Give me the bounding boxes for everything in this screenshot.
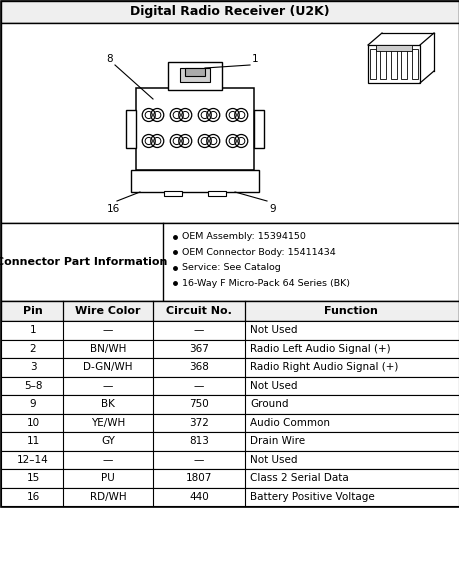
Bar [1, 23, 458, 223]
Text: Not Used: Not Used [249, 380, 297, 391]
Bar [1, 223, 458, 301]
Bar [253, 110, 263, 148]
Bar [1, 451, 458, 469]
Text: Circuit No.: Circuit No. [166, 306, 231, 316]
Text: Digital Radio Receiver (U2K): Digital Radio Receiver (U2K) [130, 6, 329, 19]
Bar [1, 377, 458, 395]
Bar [1, 321, 458, 339]
Bar [380, 49, 386, 79]
Text: OEM Assembly: 15394150: OEM Assembly: 15394150 [182, 232, 305, 241]
Text: Not Used: Not Used [249, 325, 297, 336]
Bar [401, 49, 407, 79]
Bar [1, 487, 458, 506]
Text: 1: 1 [30, 325, 36, 336]
Text: Function: Function [323, 306, 377, 316]
Text: Ground: Ground [249, 399, 288, 409]
Bar [1, 339, 458, 358]
Bar [1, 432, 458, 451]
Text: GY: GY [101, 436, 115, 446]
Text: 10: 10 [26, 418, 39, 428]
Text: —: — [103, 380, 113, 391]
Text: 8: 8 [106, 54, 113, 64]
Text: Radio Left Audio Signal (+): Radio Left Audio Signal (+) [249, 344, 390, 353]
Text: Wire Color: Wire Color [75, 306, 140, 316]
Bar [168, 62, 222, 90]
Text: Audio Common: Audio Common [249, 418, 329, 428]
Text: 12–14: 12–14 [17, 455, 49, 465]
Text: 750: 750 [189, 399, 208, 409]
Bar [179, 68, 210, 82]
Text: 3: 3 [30, 362, 36, 372]
Text: —: — [103, 455, 113, 465]
Bar [1, 301, 458, 321]
Bar [390, 49, 396, 79]
Bar [126, 110, 136, 148]
Text: —: — [103, 325, 113, 336]
Text: 2: 2 [30, 344, 36, 353]
Text: RD/WH: RD/WH [90, 492, 126, 502]
Text: OEM Connector Body: 15411434: OEM Connector Body: 15411434 [182, 248, 335, 257]
Text: Pin: Pin [23, 306, 43, 316]
Bar [375, 45, 411, 51]
Text: 16: 16 [106, 204, 119, 214]
Text: 16-Way F Micro-Pack 64 Series (BK): 16-Way F Micro-Pack 64 Series (BK) [182, 279, 349, 288]
Bar [207, 191, 225, 196]
Text: 440: 440 [189, 492, 208, 502]
Text: Drain Wire: Drain Wire [249, 436, 304, 446]
Bar [1, 358, 458, 377]
Bar [411, 49, 417, 79]
Text: 813: 813 [189, 436, 208, 446]
Text: 15: 15 [26, 473, 39, 483]
Text: Service: See Catalog: Service: See Catalog [182, 264, 280, 273]
Text: D-GN/WH: D-GN/WH [83, 362, 133, 372]
Text: 5–8: 5–8 [24, 380, 42, 391]
Bar [1, 1, 458, 23]
Bar [185, 68, 205, 76]
Text: 11: 11 [26, 436, 39, 446]
Text: Connector Part Information: Connector Part Information [0, 257, 168, 267]
Bar [1, 469, 458, 487]
Text: —: — [193, 380, 204, 391]
Text: Battery Positive Voltage: Battery Positive Voltage [249, 492, 374, 502]
Bar [369, 49, 375, 79]
Bar [131, 170, 258, 192]
Text: PU: PU [101, 473, 115, 483]
Text: 1: 1 [251, 54, 258, 64]
Text: Class 2 Serial Data: Class 2 Serial Data [249, 473, 348, 483]
Text: 9: 9 [269, 204, 276, 214]
Text: 367: 367 [189, 344, 208, 353]
Text: BK: BK [101, 399, 115, 409]
Text: BN/WH: BN/WH [90, 344, 126, 353]
Text: 16: 16 [26, 492, 39, 502]
Bar [164, 191, 182, 196]
Text: —: — [193, 325, 204, 336]
Text: 372: 372 [189, 418, 208, 428]
Text: Radio Right Audio Signal (+): Radio Right Audio Signal (+) [249, 362, 397, 372]
Text: YE/WH: YE/WH [91, 418, 125, 428]
Text: 9: 9 [30, 399, 36, 409]
Text: 368: 368 [189, 362, 208, 372]
Bar [367, 45, 419, 83]
Bar [1, 414, 458, 432]
Text: Not Used: Not Used [249, 455, 297, 465]
Text: 1807: 1807 [185, 473, 212, 483]
Bar [136, 88, 253, 170]
Bar [1, 395, 458, 414]
Text: —: — [193, 455, 204, 465]
